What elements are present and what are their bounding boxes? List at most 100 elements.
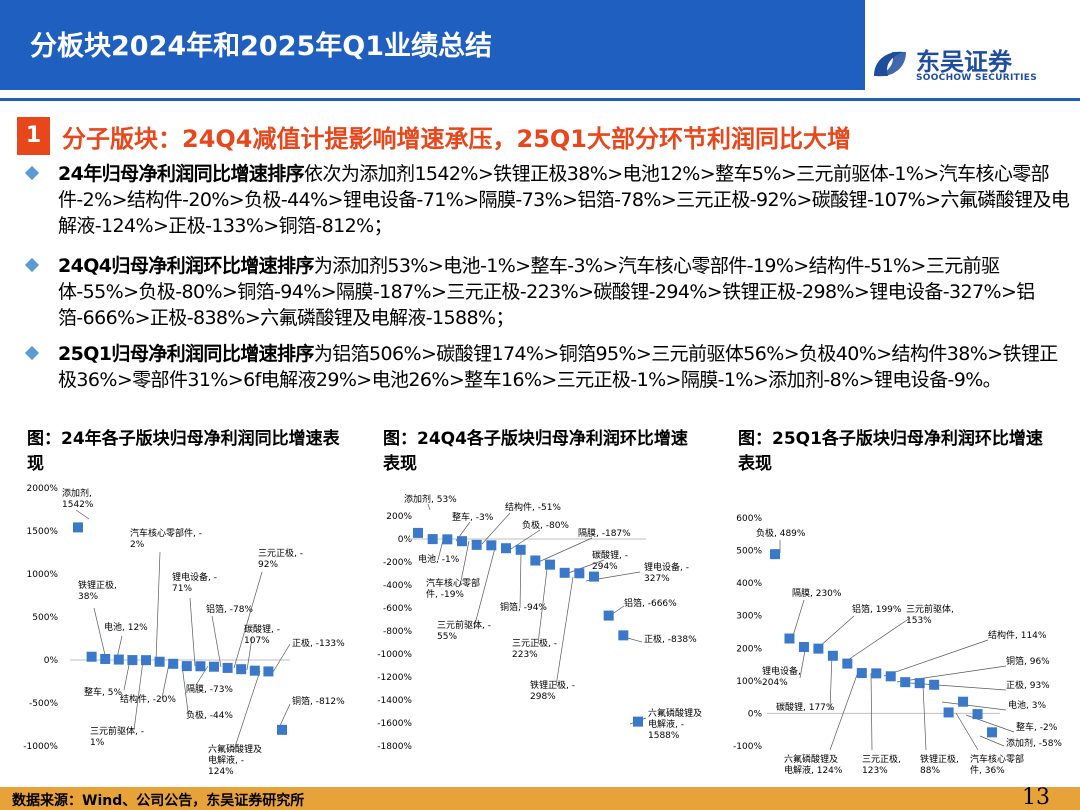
leader-line <box>519 552 522 609</box>
page-number: 13 <box>1022 785 1050 810</box>
data-point-label: 汽车核心零部件, -2% <box>130 527 202 550</box>
data-point-marker <box>929 679 940 690</box>
data-point-label: 碳酸锂, -107% <box>244 623 280 646</box>
chart-title-2: 图：24Q4各子版块归母净利润环比增速表现 <box>383 429 688 474</box>
data-point-label: 正极, -133% <box>292 637 345 649</box>
data-point-marker <box>545 559 555 570</box>
data-point-marker <box>987 727 997 738</box>
leader-line <box>955 712 979 751</box>
data-point-marker <box>236 664 247 675</box>
data-point-label: 三元前驱体, -1% <box>90 725 144 748</box>
leader-line <box>181 664 189 713</box>
data-point-label: 负极, -44% <box>186 709 233 721</box>
data-point-marker <box>209 661 219 672</box>
leader-line <box>75 509 90 520</box>
y-tick-label: 0% <box>44 656 59 666</box>
section-title: 分子版块：24Q4减值计提影响增速承压，25Q1大部分环节利润同比大增 <box>62 125 851 153</box>
data-point-marker <box>618 630 629 641</box>
y-tick-label: -100% <box>733 742 762 752</box>
data-point-label: 整车, -3% <box>452 511 494 523</box>
data-point-label: 铝箔, -666% <box>624 597 677 609</box>
data-point-label: 碳酸锂, 177% <box>776 701 835 713</box>
y-tick-label: -600% <box>383 604 412 614</box>
data-point-marker <box>914 678 925 689</box>
chart-title-3: 图：25Q1各子版块归母净利润环比增速表现 <box>738 429 1043 474</box>
data-point-marker <box>900 677 911 688</box>
leader-line <box>537 568 548 645</box>
data-point-marker <box>827 650 838 661</box>
leader-line <box>792 599 805 637</box>
data-point-label: 汽车核心零部件, -19% <box>426 577 480 600</box>
data-point-marker <box>249 665 260 676</box>
bullet-heading: 24年归母净利润同比增速排序 <box>58 163 305 185</box>
data-point-marker <box>100 653 111 664</box>
bullet-text: 为添加剂53%>电池-1%>整车-3%>汽车核心零部件-19%>结构件-51%>… <box>58 255 1035 329</box>
data-point-label: 电池, -1% <box>418 553 460 565</box>
data-point-marker <box>603 610 614 621</box>
y-tick-label: 2000% <box>27 484 59 494</box>
data-point-label: 添加剂, 1542% <box>62 487 94 510</box>
data-point-label: 三元正极, -92% <box>258 547 303 570</box>
y-tick-label: -200% <box>383 558 412 568</box>
data-point-marker <box>943 707 954 718</box>
leader-line <box>909 682 1007 691</box>
y-tick-label: -1800% <box>377 742 412 752</box>
leader-line <box>189 597 196 667</box>
data-point-label: 铁锂正极, -298% <box>530 679 575 702</box>
leader-line <box>155 551 161 662</box>
y-tick-label: -1000% <box>377 650 412 660</box>
bullet-diamond-icon <box>24 165 40 181</box>
leader-line <box>272 643 291 673</box>
data-point-label: 六氟磷酸锂及电解液, -124% <box>208 743 262 777</box>
data-point-label: 正极, -838% <box>644 633 697 645</box>
data-point-marker <box>798 641 809 652</box>
data-point-label: 锂电设备, 204% <box>762 665 801 688</box>
leader-line <box>211 615 222 668</box>
y-tick-label: 600% <box>736 514 762 524</box>
section-number: 1 <box>17 117 50 155</box>
data-point-label: 负极, 489% <box>756 527 806 539</box>
data-point-marker <box>486 540 497 551</box>
chart-2024-yoy-svg: 2000% 1500% 1000% 500% 0% -500% -1000% 添加剂, 1542… <box>23 484 345 777</box>
y-tick-label: -1000% <box>23 742 58 752</box>
data-point-marker <box>181 661 192 672</box>
data-point-marker <box>413 527 423 538</box>
leader-line <box>437 539 444 561</box>
logo-english-name: SOOCHOW SECURITIES <box>916 73 1037 83</box>
y-tick-label: 100% <box>736 677 762 687</box>
leader-line <box>829 653 833 711</box>
leader-line <box>896 665 1007 683</box>
leader-line <box>979 735 1005 747</box>
data-point-label: 整车, 5% <box>84 686 122 698</box>
page-title: 分板块2024年和2025年Q1业绩总结 <box>30 31 493 62</box>
data-point-label: 铝箔, -78% <box>206 603 253 615</box>
bullet-diamond-icon <box>24 345 40 361</box>
data-point-label: 三元正极, -223% <box>512 637 557 660</box>
bullet-text: 依次为添加剂1542%>铁锂正极38%>电池12%>整车5%>三元前驱体-1%>… <box>58 163 1070 237</box>
data-point-label: 铜箔, 96% <box>1006 655 1050 667</box>
data-point-label: 三元前驱体, -55% <box>437 619 491 642</box>
data-point-marker <box>770 549 780 560</box>
leader-line <box>195 665 209 686</box>
data-point-marker <box>442 534 453 545</box>
y-tick-label: 400% <box>736 579 762 589</box>
leader-line <box>533 537 593 565</box>
leader-line <box>844 617 911 663</box>
y-tick-label: 500% <box>32 613 58 623</box>
data-point-label: 铁锂正极, 38% <box>78 579 117 602</box>
chart-25q1-qoq-svg: 600% 500% 400% 300% 200% 100% 0% -100% 负极, 489% 隔… <box>733 514 1062 776</box>
data-point-marker <box>457 536 467 547</box>
leader-line <box>941 701 1007 711</box>
y-tick-label: 0% <box>748 709 763 719</box>
data-point-label: 正极, 93% <box>1006 679 1050 691</box>
data-point-marker <box>559 567 570 578</box>
leader-line <box>481 512 511 545</box>
data-point-label: 三元正极, 123% <box>862 753 901 776</box>
data-point-marker <box>127 655 138 666</box>
data-point-marker <box>813 643 824 654</box>
bullet-heading: 24Q4归母净利润环比增速排序 <box>58 255 314 277</box>
data-point-label: 汽车核心零部件, 36% <box>970 753 1024 776</box>
data-point-marker <box>277 724 287 735</box>
footer-bar: 数据来源：Wind、公司公告，东吴证券研究所 13 <box>0 785 1080 810</box>
header-bar: 分板块2024年和2025年Q1业绩总结 <box>0 0 865 90</box>
